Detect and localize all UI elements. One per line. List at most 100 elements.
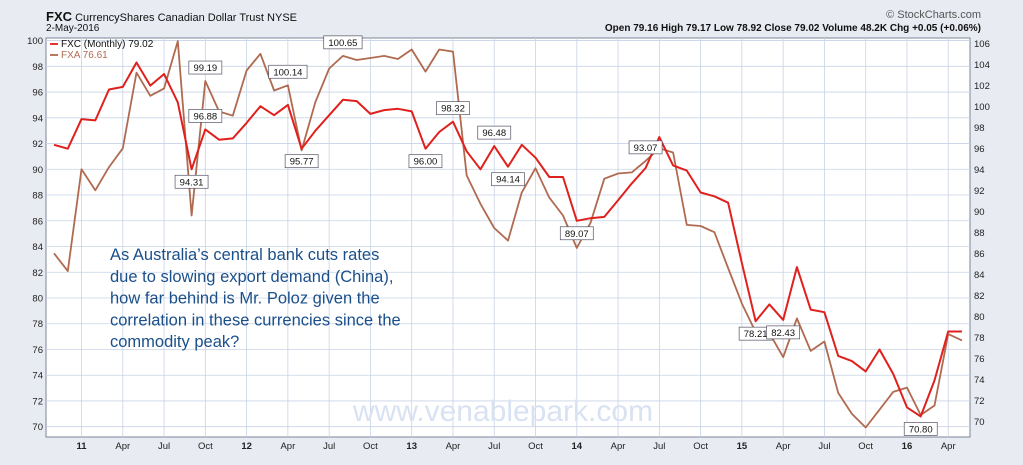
x-tick-label: Jul — [323, 441, 335, 452]
annotation-line: correlation in these currencies since th… — [110, 311, 401, 329]
x-tick-label: Apr — [115, 441, 130, 452]
y-left-tick-label: 90 — [32, 165, 43, 176]
annotation-line: As Australia’s central bank cuts rates — [110, 246, 379, 264]
x-tick-label: Oct — [858, 441, 873, 452]
y-axis-right: 70 72 74 76 78 80 82 84 86 88 90 92 94 96 98 100 102 104 1… — [974, 39, 990, 428]
series-lines — [53, 40, 963, 429]
y-right-tick-label: 102 — [974, 81, 990, 92]
callout-box — [491, 172, 525, 187]
y-left-tick-label: 76 — [32, 345, 43, 356]
x-tick-label: Apr — [280, 441, 295, 452]
x-tick-label: Oct — [693, 441, 708, 452]
callout-label: 96.88 — [193, 111, 217, 122]
y-left-tick-label: 98 — [32, 62, 43, 73]
callout-label: 98.32 — [441, 104, 465, 115]
y-right-tick-label: 74 — [974, 375, 985, 386]
y-left-tick-label: 78 — [32, 319, 43, 330]
series-line-fxc — [53, 61, 962, 418]
y-right-tick-label: 92 — [974, 186, 985, 197]
y-right-tick-label: 82 — [974, 291, 985, 302]
x-axis: 11 Apr Jul Oct 12 Apr Jul Oct 13 Apr Jul Oct 14 Apr Ju… — [76, 441, 955, 452]
y-left-tick-label: 92 — [32, 139, 43, 150]
y-right-tick-label: 72 — [974, 396, 985, 407]
callout-box — [408, 154, 443, 169]
callout-box — [268, 64, 308, 79]
callout-box — [174, 174, 209, 189]
callout-label: 99.19 — [193, 63, 217, 74]
callout-box — [903, 422, 938, 436]
callout-box — [188, 109, 223, 123]
callout-label: 100.65 — [328, 38, 357, 49]
callout-box — [284, 154, 319, 169]
x-tick-label: 12 — [241, 441, 252, 452]
x-tick-label: Jul — [158, 441, 170, 452]
y-left-tick-label: 82 — [32, 268, 43, 279]
x-tick-label: 11 — [76, 441, 87, 452]
x-tick-label: Oct — [363, 441, 378, 452]
y-left-tick-label: 70 — [32, 422, 43, 433]
value-callouts: 94.31 99.19 96.88 100.14 95.77 100.65 96.00 98.… — [174, 35, 938, 436]
x-tick-label: 15 — [737, 441, 748, 452]
source-credit: © StockCharts.com — [886, 9, 981, 21]
y-left-tick-label: 84 — [32, 242, 43, 253]
series-line-fxa — [53, 40, 963, 429]
legend-label-fxa: FXA 76.61 — [61, 50, 108, 61]
y-right-tick-label: 80 — [974, 312, 985, 323]
quote-summary: Open 79.16 High 79.17 Low 78.92 Close 79… — [604, 23, 981, 34]
y-left-tick-label: 96 — [32, 88, 43, 99]
callout-box — [477, 125, 512, 140]
y-right-tick-label: 104 — [974, 60, 990, 71]
callout-label: 70.80 — [909, 424, 933, 435]
x-tick-label: Oct — [528, 441, 543, 452]
callout-label: 94.14 — [496, 175, 520, 186]
x-tick-label: 14 — [571, 441, 582, 452]
x-tick-label: Oct — [198, 441, 213, 452]
ticker-symbol: FXC — [46, 9, 72, 24]
y-left-tick-label: 94 — [32, 113, 43, 124]
chart-date: 2-May-2016 — [46, 23, 100, 34]
y-right-tick-label: 78 — [974, 333, 985, 344]
annotation-line: commodity peak? — [110, 333, 239, 351]
y-right-tick-label: 86 — [974, 249, 985, 260]
y-right-tick-label: 96 — [974, 144, 985, 155]
x-tick-label: Apr — [941, 441, 956, 452]
annotation-text: As Australia’s central bank cuts rates du… — [110, 246, 401, 351]
callout-label: 78.21 — [744, 329, 768, 340]
x-tick-label: 16 — [902, 441, 913, 452]
watermark: www.venablepark.com — [352, 395, 653, 428]
callout-label: 96.00 — [414, 157, 438, 168]
callout-box — [188, 60, 223, 75]
exchange-label: NYSE — [267, 12, 298, 24]
x-tick-label: Apr — [446, 441, 461, 452]
y-left-tick-label: 74 — [32, 371, 43, 382]
x-tick-label: 13 — [406, 441, 417, 452]
annotation-line: how far behind is Mr. Poloz given the — [110, 290, 380, 308]
chart-header: FXC CurrencyShares Canadian Dollar Trust… — [46, 9, 981, 24]
callout-label: 93.07 — [634, 143, 658, 154]
y-left-tick-label: 88 — [32, 191, 43, 202]
y-right-tick-label: 70 — [974, 417, 985, 428]
callout-label: 89.07 — [565, 229, 589, 240]
callout-label: 100.14 — [273, 67, 302, 78]
callout-box — [323, 35, 363, 50]
y-right-tick-label: 94 — [974, 165, 985, 176]
x-tick-label: Apr — [611, 441, 626, 452]
y-axis-left: 70 72 74 76 78 80 82 84 86 88 90 92 94 96 98 100 — [27, 36, 43, 433]
callout-label: 95.77 — [290, 157, 314, 168]
y-left-tick-label: 80 — [32, 293, 43, 304]
y-right-tick-label: 98 — [974, 123, 985, 134]
y-right-tick-label: 90 — [974, 207, 985, 218]
y-right-tick-label: 106 — [974, 39, 990, 50]
annotation-line: due to slowing export demand (China), — [110, 268, 393, 286]
callout-box — [436, 101, 470, 116]
y-right-tick-label: 100 — [974, 102, 990, 113]
y-left-tick-label: 100 — [27, 36, 43, 47]
callout-box — [766, 325, 801, 340]
callout-box — [559, 226, 594, 241]
y-left-tick-label: 86 — [32, 216, 43, 227]
callout-label: 96.48 — [482, 128, 506, 139]
x-tick-label: Jul — [653, 441, 665, 452]
